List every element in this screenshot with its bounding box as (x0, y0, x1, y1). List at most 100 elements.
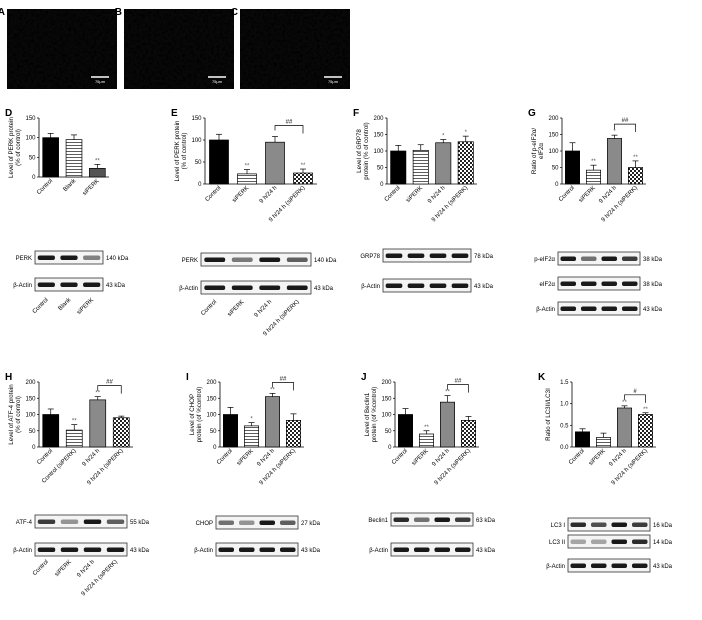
blot-kda-label: 43 kDa (301, 548, 321, 554)
bar (440, 401, 455, 448)
significance-marker: * (250, 417, 253, 423)
significance-marker: ** (445, 390, 450, 396)
x-tick-label: 9 h/24 h (siPERK) (259, 448, 297, 486)
y-tick-label: 0 (555, 182, 559, 188)
y-axis-label-line: protein (% of control) (363, 122, 370, 179)
scale-bar-label: 75μm (328, 79, 339, 84)
blot-lane-label: siPERK (54, 559, 73, 578)
blot-band (385, 253, 403, 258)
panel-letter: E (171, 108, 178, 119)
blot-band (60, 547, 79, 552)
significance-marker: ** (622, 400, 627, 406)
blot-lane-label: 9 h/24 h (76, 559, 96, 579)
comparison-bracket (447, 384, 469, 393)
blot-band (560, 256, 577, 261)
x-tick-label: Blank (63, 177, 79, 193)
blot-protein-label: PERK (182, 258, 198, 264)
blot-band (259, 547, 276, 552)
blot-band (238, 547, 255, 552)
x-tick-label: siPERK (82, 178, 101, 197)
y-tick-label: 150 (548, 133, 559, 139)
micrograph-signal (240, 9, 350, 89)
y-tick-label: 150 (381, 396, 392, 402)
blot-band (218, 547, 235, 552)
blot-band (580, 281, 597, 286)
blot-band (631, 539, 648, 544)
y-axis-label-line: eIF2α (538, 143, 545, 159)
panel-letter: C (231, 7, 238, 18)
bar (237, 173, 257, 185)
blot-strip: β-Actin 43 kDa (546, 558, 673, 573)
panel-letter: G (528, 108, 536, 119)
y-axis-label: Level of PERK protein(% of control) (8, 117, 22, 178)
blot-band (279, 547, 296, 552)
y-tick-label: 50 (377, 166, 384, 172)
y-axis-label-line: protein (of %control) (196, 387, 203, 443)
bar (457, 141, 474, 185)
x-tick-label: Control (36, 448, 54, 466)
micrograph-row: A 75μm B 75μm C 75μm (0, 7, 350, 89)
y-axis-label: Level of Beclin1protein (of %control) (364, 387, 378, 443)
bar (390, 150, 407, 185)
significance-marker: ** (633, 155, 638, 161)
blot-frame (557, 251, 641, 266)
panel-letter: A (0, 7, 5, 18)
blot-band (611, 563, 628, 568)
blot-band (611, 539, 628, 544)
x-tick-label: Control (384, 185, 402, 203)
blot-frame (390, 512, 474, 527)
significance-marker: ** (245, 163, 250, 169)
bar (638, 414, 653, 448)
blot-band (238, 520, 255, 525)
blot-band (60, 282, 78, 287)
bar (617, 407, 632, 448)
blot-band (37, 282, 55, 287)
blot-strip: β-Actin 43 kDa (536, 301, 663, 316)
y-axis-label: Ratio of LC3II/LC3I (545, 388, 552, 441)
blot-band (83, 519, 102, 524)
blot-band (570, 563, 587, 568)
blot-protein-label: β-Actin (194, 548, 213, 554)
blot-protein-label: β-Actin (536, 307, 555, 313)
y-tick-label: 150 (25, 116, 36, 122)
x-tick-label: Control (391, 448, 409, 466)
significance-marker: ** (95, 158, 100, 164)
y-tick-label: 100 (381, 413, 392, 419)
blot-protein-label: LC3 I (551, 523, 566, 529)
x-tick-label: siPERK (405, 185, 424, 204)
blot-kda-label: 14 kDa (653, 540, 673, 546)
blot-lane-label: Control (200, 299, 218, 317)
significance-marker: ** (301, 163, 306, 169)
blot-frame (567, 534, 651, 549)
blot-lane-label: Control (32, 559, 50, 577)
x-tick-label: 9 h/24 h (siPERK) (601, 185, 639, 223)
panel-k: K Ratio of LC3II/LC3I 0.0 0.5 1.0 1.5 Control s… (538, 372, 673, 573)
y-axis-label: Level of ATF-4 protein(% of control) (8, 384, 22, 445)
y-tick-label: 150 (373, 133, 384, 139)
panel-j: J Level of Beclin1protein (of %control) 0 5… (361, 372, 496, 557)
y-tick-label: 150 (25, 396, 36, 402)
blot-band (231, 285, 253, 290)
blot-kda-label: 43 kDa (653, 564, 673, 570)
blot-band (429, 253, 447, 258)
blot-strip: β-Actin 43 kDa (369, 542, 496, 557)
blot-lane-label: Control (32, 297, 50, 315)
panel-letter: F (353, 108, 359, 119)
y-tick-label: 50 (195, 160, 202, 166)
bar (293, 172, 313, 185)
bar (112, 417, 130, 448)
blot-band (37, 547, 56, 552)
blot-band (83, 255, 101, 260)
x-tick-label: Control (204, 185, 222, 203)
blot-protein-label: LC3 II (549, 540, 565, 546)
blot-kda-label: 38 kDa (643, 282, 663, 288)
x-tick-label: siPERK (588, 448, 607, 467)
x-tick-label: 9 h/24 h (431, 448, 451, 468)
blot-band (60, 519, 79, 524)
blot-kda-label: 55 kDa (130, 520, 150, 526)
blot-band (413, 547, 430, 552)
